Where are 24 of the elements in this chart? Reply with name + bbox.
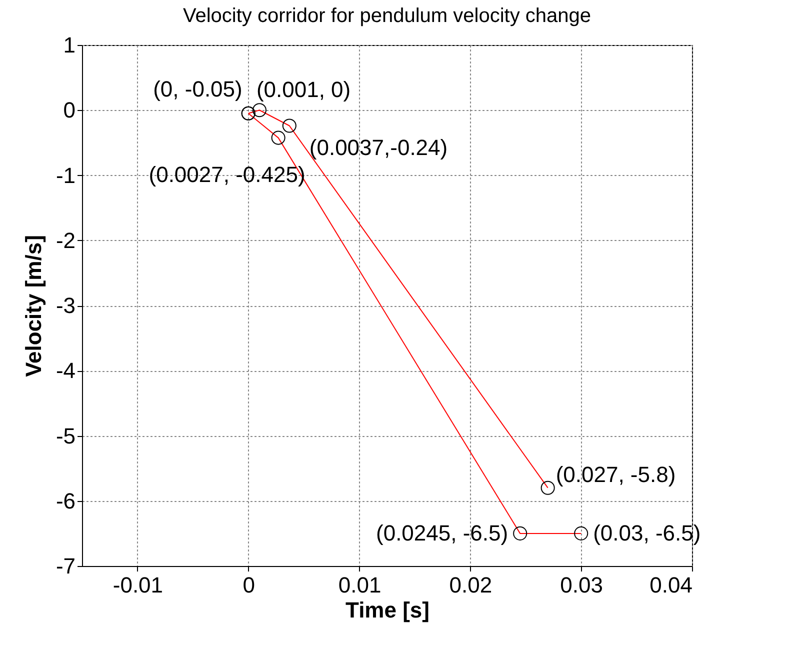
y-tick-label: 1 bbox=[63, 32, 76, 58]
chart-title: Velocity corridor for pendulum velocity change bbox=[183, 5, 591, 27]
y-axis-title: Velocity [m/s] bbox=[20, 235, 46, 377]
x-axis-title: Time [s] bbox=[346, 598, 430, 622]
x-tick-label: 0.04 bbox=[650, 572, 692, 598]
y-tick-label: 0 bbox=[63, 98, 76, 123]
annotation: (0, -0.05) bbox=[153, 76, 242, 102]
y-tick-label: -3 bbox=[56, 293, 76, 318]
annotation: (0.001, 0) bbox=[256, 77, 351, 102]
annotation: (0.027, -5.8) bbox=[556, 462, 676, 487]
x-tick-label: -0.01 bbox=[112, 572, 164, 598]
y-tick-label: -5 bbox=[56, 423, 76, 448]
annotation: (0.0037,-0.24) bbox=[309, 134, 448, 160]
x-tick-label: 0.01 bbox=[338, 572, 382, 598]
y-tick-label: -7 bbox=[56, 554, 76, 578]
y-tick-label: -4 bbox=[56, 358, 76, 384]
y-tick-label: -2 bbox=[56, 228, 76, 253]
x-tick-label: 0.02 bbox=[449, 572, 492, 598]
y-tick-label: -6 bbox=[56, 488, 76, 514]
annotation: (0.03, -6.5) bbox=[593, 520, 701, 546]
x-tick-label: 0 bbox=[242, 572, 255, 598]
x-tick-label: 0.03 bbox=[560, 572, 604, 598]
y-tick-label: -1 bbox=[56, 162, 76, 188]
annotation: (0.0245, -6.5) bbox=[376, 520, 508, 546]
